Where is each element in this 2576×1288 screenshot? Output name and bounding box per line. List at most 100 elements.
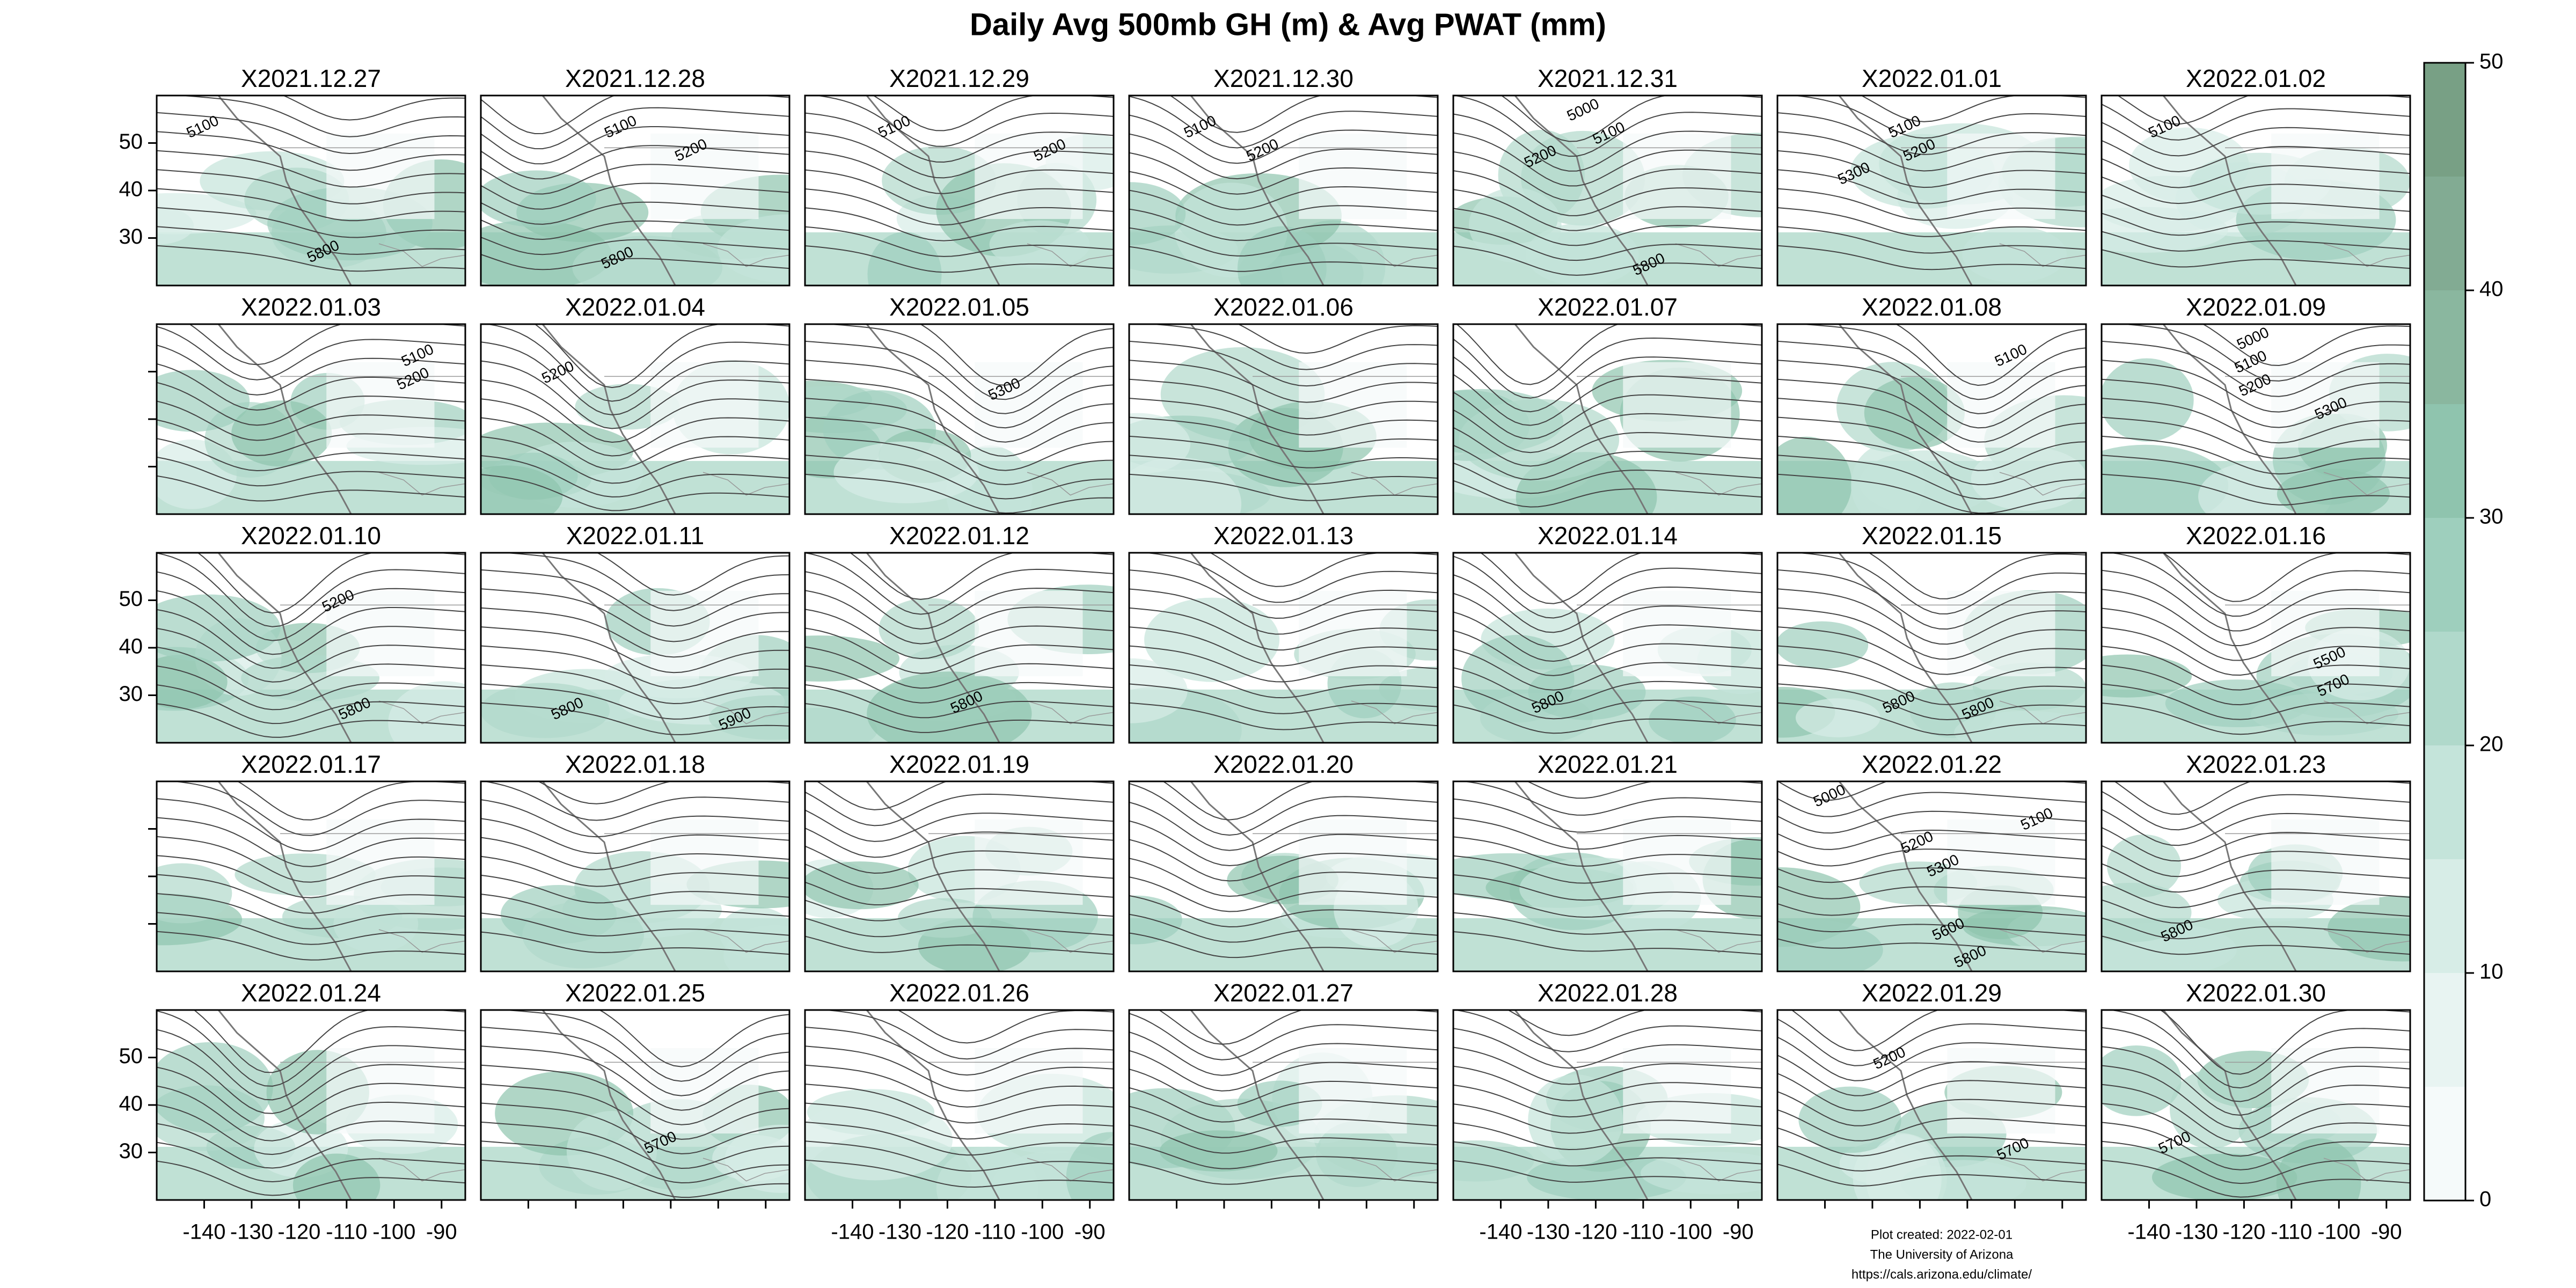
contour xyxy=(157,571,465,641)
coastline xyxy=(866,1010,1000,1200)
map-panel: 5800 5800 xyxy=(1777,553,2086,743)
contour xyxy=(1777,664,2086,705)
contour xyxy=(1777,188,2086,221)
contour xyxy=(1453,427,1762,467)
contour xyxy=(481,219,789,240)
shade xyxy=(157,863,232,924)
contour xyxy=(2102,1103,2410,1157)
coastline xyxy=(1514,781,1649,971)
contour xyxy=(1453,874,1762,901)
shade xyxy=(1458,399,1620,481)
coastline xyxy=(1838,96,1973,286)
contour xyxy=(481,360,789,429)
x-tick-label: -120 xyxy=(2222,1220,2265,1244)
contour xyxy=(157,912,465,945)
panel-title: X2021.12.27 xyxy=(241,64,381,92)
coastline xyxy=(1999,243,2086,267)
contour xyxy=(481,455,789,497)
contour xyxy=(481,201,789,225)
contour xyxy=(805,899,1114,921)
contour xyxy=(1453,1160,1762,1184)
contour xyxy=(1129,569,1438,619)
contour xyxy=(1777,150,2086,188)
contour xyxy=(1129,378,1438,420)
contour xyxy=(481,799,789,838)
contour xyxy=(1455,324,1762,385)
contour xyxy=(157,836,465,883)
contour xyxy=(481,702,789,735)
contour xyxy=(2102,158,2410,188)
shade xyxy=(2271,1048,2380,1134)
coastline xyxy=(2162,324,2297,514)
contour xyxy=(805,703,1114,733)
contour xyxy=(1480,553,1762,604)
shade xyxy=(2250,693,2399,736)
panel-frame xyxy=(1452,1009,1763,1201)
x-tick-label: -120 xyxy=(926,1220,969,1244)
contour xyxy=(2113,781,2410,815)
contour xyxy=(1453,1065,1762,1101)
contour xyxy=(1453,1046,1762,1085)
shade xyxy=(1066,1132,1114,1200)
contour xyxy=(2102,473,2410,506)
contour xyxy=(1129,1161,1438,1185)
map-panel xyxy=(1129,553,1438,743)
contour xyxy=(1777,1163,2086,1187)
contour xyxy=(1453,151,1762,202)
map-panel: 5800 xyxy=(2102,781,2410,971)
shade xyxy=(1623,362,1731,448)
x-tick-label: -120 xyxy=(1574,1220,1617,1244)
shade xyxy=(805,1099,953,1181)
panel-frame xyxy=(480,552,791,744)
contour xyxy=(1793,553,2086,614)
contour xyxy=(2102,249,2410,269)
contour xyxy=(1777,903,2086,917)
contour xyxy=(805,1102,1114,1140)
contour xyxy=(1129,932,1438,958)
panel-frame xyxy=(1452,552,1763,744)
contour xyxy=(157,419,465,456)
contour xyxy=(1129,1031,1438,1076)
contour xyxy=(1453,912,1762,936)
colorbar-tick-label: 20 xyxy=(2479,733,2504,756)
contour xyxy=(1860,96,2086,122)
contour xyxy=(1453,391,1762,440)
coastline xyxy=(1027,1158,1114,1182)
shade xyxy=(1528,1074,1623,1166)
contour xyxy=(1129,360,1438,403)
coastline xyxy=(541,553,676,743)
shade xyxy=(1129,457,1242,514)
y-tick-label: 50 xyxy=(119,1044,143,1068)
panel-frame xyxy=(1776,552,2087,744)
contour xyxy=(481,107,789,150)
contour xyxy=(2102,122,2410,157)
contour xyxy=(2102,1046,2410,1116)
shade xyxy=(481,170,596,228)
contour xyxy=(1453,337,1762,399)
contour xyxy=(157,150,465,188)
contour xyxy=(157,400,465,441)
contour xyxy=(481,436,789,484)
panel-frame xyxy=(480,323,791,515)
panel-title: X2022.01.03 xyxy=(241,293,381,321)
shade xyxy=(231,400,332,467)
contour xyxy=(1777,207,2086,237)
coastline xyxy=(217,324,352,514)
contour xyxy=(2102,378,2410,428)
contour xyxy=(157,553,465,627)
contour xyxy=(1777,416,2086,471)
x-tick-label: -120 xyxy=(277,1220,320,1244)
contour xyxy=(481,1159,789,1198)
coastline xyxy=(2162,553,2297,743)
contour xyxy=(2160,1010,2410,1075)
contour xyxy=(1777,245,2086,270)
coastline xyxy=(2162,96,2297,286)
contour xyxy=(1777,435,2086,486)
panel-title: X2022.01.17 xyxy=(241,750,381,778)
contour xyxy=(157,169,465,204)
panel-title: X2022.01.07 xyxy=(1538,293,1678,321)
contour xyxy=(481,341,789,416)
coastline xyxy=(1351,243,1438,267)
contour xyxy=(2102,1140,2410,1184)
coastline xyxy=(1190,553,1324,743)
